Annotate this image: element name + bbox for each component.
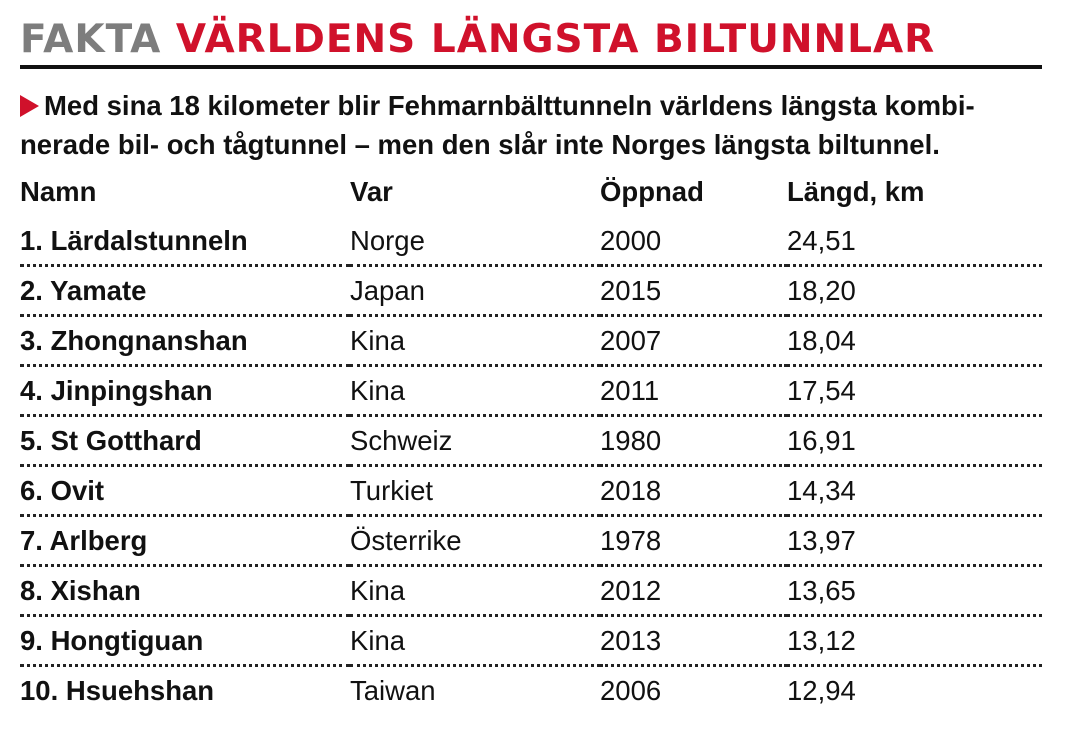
cell-location: Taiwan: [350, 674, 436, 706]
table-row: 4. Jinpingshan Kina 2011 17,54: [20, 365, 1042, 417]
cell-opened: 2000: [600, 217, 787, 267]
cell-name: 2. Yamate: [20, 265, 350, 317]
cell-opened: 2018: [600, 465, 787, 517]
cell-location: Kina: [350, 315, 600, 367]
cell-location: Kina: [350, 365, 600, 417]
column-header-length: Längd, km: [787, 176, 925, 207]
fact-box-header: FAKTA VÄRLDENS LÄNGSTA BILTUNNLAR: [20, 18, 935, 62]
cell-name: 8. Xishan: [20, 565, 350, 617]
cell-name: 9. Hongtiguan: [20, 615, 350, 667]
cell-opened: 2013: [600, 615, 787, 667]
table-row: 10. Hsuehshan Taiwan 2006 12,94: [20, 666, 1042, 715]
cell-length: 18,20: [787, 265, 1042, 317]
header-rule: [20, 65, 1042, 69]
cell-name: 4. Jinpingshan: [20, 365, 350, 417]
cell-opened: 1978: [600, 515, 787, 567]
cell-name: 3. Zhongnanshan: [20, 315, 350, 367]
cell-name: 1. Lärdalstunneln: [20, 217, 350, 267]
cell-opened: 2006: [600, 674, 662, 706]
cell-opened: 2007: [600, 315, 787, 367]
cell-name: 7. Arlberg: [20, 515, 350, 567]
table-row: 5. St Gotthard Schweiz 1980 16,91: [20, 415, 1042, 467]
table-header-row: Namn Var Öppnad Längd, km: [20, 167, 1042, 217]
cell-location: Österrike: [350, 515, 600, 567]
cell-location: Japan: [350, 265, 600, 317]
cell-location: Kina: [350, 565, 600, 617]
cell-name: 5. St Gotthard: [20, 415, 350, 467]
triangle-arrow-icon: [20, 95, 39, 117]
cell-location: Schweiz: [350, 415, 600, 467]
cell-name: 6. Ovit: [20, 465, 350, 517]
cell-length: 16,91: [787, 415, 1042, 467]
column-header-opened: Öppnad: [600, 176, 704, 207]
cell-length: 14,34: [787, 465, 1042, 517]
intro-text: Med sina 18 kilometer blir Fehmarnbälttu…: [20, 90, 975, 160]
table-row: 9. Hongtiguan Kina 2013 13,12: [20, 615, 1042, 667]
cell-opened: 2011: [600, 365, 787, 417]
cell-length: 24,51: [787, 217, 1042, 267]
table-row: 6. Ovit Turkiet 2018 14,34: [20, 465, 1042, 517]
header-title: VÄRLDENS LÄNGSTA BILTUNNLAR: [175, 17, 936, 62]
cell-length: 13,65: [787, 565, 1042, 617]
column-header-name: Namn: [20, 176, 97, 207]
cell-length: 17,54: [787, 365, 1042, 417]
table-row: 8. Xishan Kina 2012 13,65: [20, 565, 1042, 617]
cell-length: 12,94: [787, 674, 856, 706]
cell-location: Norge: [350, 217, 600, 267]
cell-length: 18,04: [787, 315, 1042, 367]
column-header-location: Var: [350, 176, 393, 207]
cell-location: Kina: [350, 615, 600, 667]
cell-opened: 1980: [600, 415, 787, 467]
table-row: 3. Zhongnanshan Kina 2007 18,04: [20, 315, 1042, 367]
cell-length: 13,97: [787, 515, 1042, 567]
header-kicker: FAKTA: [20, 17, 162, 62]
cell-name: 10. Hsuehshan: [20, 674, 215, 706]
cell-location: Turkiet: [350, 465, 600, 517]
tunnel-table: Namn Var Öppnad Längd, km 1. Lärdalstunn…: [20, 167, 1042, 714]
table-row: 2. Yamate Japan 2015 18,20: [20, 265, 1042, 317]
table-row: 7. Arlberg Österrike 1978 13,97: [20, 515, 1042, 567]
intro-paragraph: Med sina 18 kilometer blir Fehmarnbälttu…: [20, 86, 1050, 164]
table-row: 1. Lärdalstunneln Norge 2000 24,51: [20, 217, 1042, 267]
cell-opened: 2015: [600, 265, 787, 317]
cell-opened: 2012: [600, 565, 787, 617]
cell-length: 13,12: [787, 615, 1042, 667]
